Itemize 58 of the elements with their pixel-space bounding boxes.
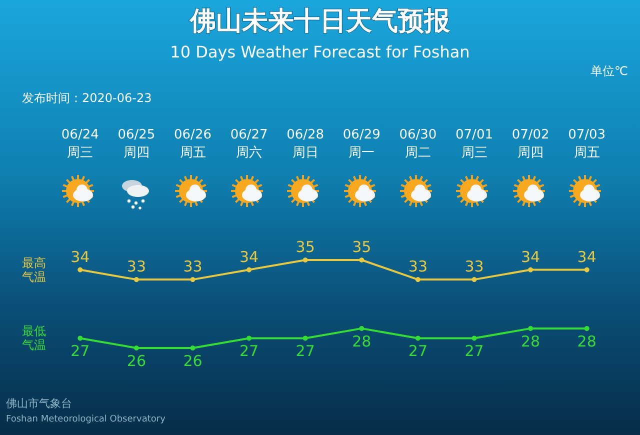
data-label: 33: [408, 258, 428, 276]
x-tick-label: 06/28 周日: [286, 128, 324, 160]
data-label: 34: [70, 248, 90, 266]
x-tick-label: 06/24 周三: [61, 128, 99, 160]
x-tick-label: 07/03 周五: [568, 128, 606, 160]
point: [190, 277, 196, 282]
point: [359, 258, 364, 262]
data-label: 28: [352, 332, 372, 350]
point: [472, 277, 477, 282]
data-label: 33: [464, 258, 484, 276]
point: [528, 326, 534, 331]
point: [134, 346, 139, 350]
chart-subtitle: 10 Days Weather Forecast for Foshan: [170, 42, 470, 62]
point: [246, 267, 252, 272]
data-label: 34: [521, 248, 540, 266]
x-tick-label: 07/02 周四: [512, 128, 550, 160]
text: 最低气温: [22, 324, 46, 352]
x-tick-label: 06/27 周六: [230, 128, 268, 160]
data-label: 27: [70, 342, 90, 360]
point: [528, 267, 534, 272]
data-label: 26: [126, 352, 146, 370]
text: 发布时间：2020-06-23: [22, 91, 152, 105]
x-tick-label: 06/29 周一: [342, 128, 380, 160]
data-label: 27: [296, 342, 315, 360]
x-tick-label: 07/01 周三: [456, 128, 493, 160]
x-tick-label: 06/30 周二: [399, 128, 437, 160]
text: 最高气温: [22, 256, 46, 284]
data-label: 33: [126, 258, 146, 276]
point: [302, 258, 308, 262]
chart-title: 佛山未来十日天气预报: [189, 6, 451, 36]
point: [472, 336, 477, 341]
point: [78, 336, 83, 341]
point: [78, 267, 83, 272]
text: Foshan Meteorological Observatory: [6, 414, 166, 424]
point: [415, 336, 420, 341]
data-label: 28: [577, 332, 596, 350]
text: 佛山市气象台: [6, 397, 72, 410]
point: [190, 346, 196, 350]
data-label: 27: [240, 342, 259, 360]
point: [302, 336, 308, 341]
data-label: 33: [183, 258, 202, 276]
data-label: 28: [521, 332, 540, 350]
data-label: 34: [577, 248, 596, 266]
data-label: 35: [296, 238, 315, 256]
point: [246, 336, 252, 341]
data-label: 26: [183, 352, 202, 370]
data-label: 35: [352, 238, 372, 256]
point: [134, 277, 139, 282]
text: 单位℃: [590, 64, 628, 78]
point: [415, 277, 420, 282]
data-label: 27: [464, 342, 484, 360]
point: [584, 267, 590, 272]
point: [359, 326, 364, 331]
x-tick-label: 06/26 周五: [174, 128, 212, 160]
data-label: 34: [240, 248, 259, 266]
x-tick-label: 06/25 周四: [118, 128, 156, 160]
point: [584, 326, 590, 331]
data-label: 27: [408, 342, 428, 360]
